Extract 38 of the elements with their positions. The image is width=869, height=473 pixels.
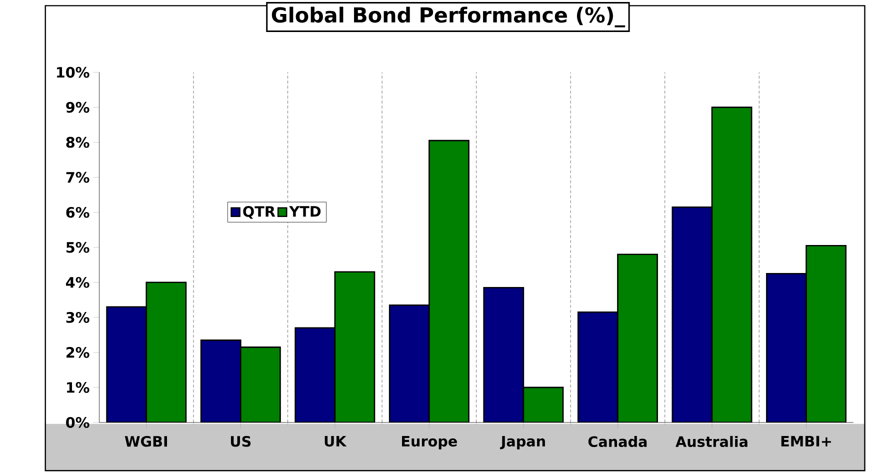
x-tick-label: US (230, 436, 251, 447)
y-tick-label: 3% (66, 312, 90, 323)
y-tick-label: 4% (66, 276, 90, 288)
bar (617, 253, 658, 422)
bar (522, 386, 564, 422)
x-tick-label: EMBI+ (781, 436, 831, 446)
y-tick-label: 8% (66, 136, 90, 148)
chart-title: Global Bond Performance (%)_ (272, 6, 626, 28)
bar (672, 206, 713, 422)
bar (711, 106, 752, 422)
y-tick-label: 10% (57, 66, 90, 78)
x-tick-label: Australia (676, 436, 748, 447)
x-tick-label: WGBI (124, 436, 167, 447)
bar (766, 272, 807, 422)
x-tick-label: Canada (588, 436, 647, 447)
y-tick-label: 7% (66, 172, 90, 183)
bar (428, 140, 470, 422)
bar (294, 327, 336, 422)
x-tick-label: Japan (500, 436, 545, 450)
bar (106, 306, 148, 422)
bar (806, 244, 847, 422)
bar (200, 339, 242, 422)
y-tick-label: 0% (66, 416, 90, 428)
bar (146, 282, 187, 422)
bar (240, 346, 281, 422)
x-tick-label: UK (324, 436, 347, 446)
x-tick-label: Europe (402, 436, 457, 450)
y-tick-label: 9% (66, 102, 90, 113)
y-tick-label: 5% (66, 242, 90, 253)
bar (334, 271, 376, 422)
y-tick-label: 1% (67, 382, 90, 393)
legend-label: QTR (243, 206, 276, 219)
bar (483, 286, 524, 422)
bar (577, 311, 618, 422)
bar (388, 304, 430, 422)
y-tick-label: 6% (66, 206, 90, 218)
legend-label: YTD (289, 206, 321, 216)
y-tick-label: 2% (66, 346, 90, 358)
